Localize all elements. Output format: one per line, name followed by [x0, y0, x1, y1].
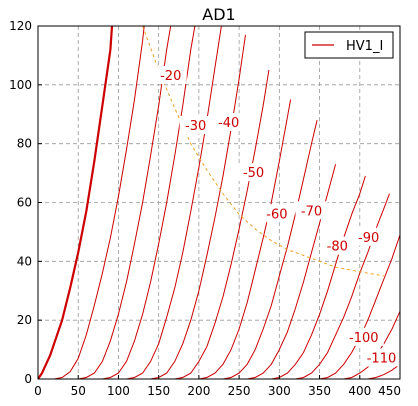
y-tick-label: 60 [17, 196, 32, 210]
curve-label: -90 [352, 227, 385, 246]
curve-label-bg [237, 163, 270, 182]
curve-label-bg [154, 66, 187, 85]
curve-label-text: -80 [327, 240, 348, 255]
curve-0 [38, 26, 114, 379]
curve-label-bg [295, 201, 328, 220]
curve-label-bg [352, 227, 385, 246]
curve-minus-100 [247, 164, 337, 379]
curve-label: -100 [343, 327, 384, 346]
y-tick-label: 0 [24, 372, 32, 386]
curve-minus-40 [102, 26, 196, 379]
curve-minus-30 [78, 26, 172, 379]
curve-label-text: -70 [301, 204, 322, 219]
curve-minus-80 [198, 99, 292, 379]
legend: HV1_I [304, 31, 394, 59]
curve-minus-60 [150, 34, 246, 379]
curve-minus-110 [271, 175, 366, 379]
x-tick-label: 100 [107, 384, 130, 398]
y-tick-label: 20 [17, 313, 32, 327]
chart-title: AD1 [202, 5, 235, 24]
curve-label: -30 [179, 116, 212, 135]
x-tick-label: 400 [348, 384, 371, 398]
x-tick-label: 300 [268, 384, 291, 398]
curves [38, 26, 400, 379]
plot-frame [37, 25, 401, 380]
curve-minus-70 [174, 70, 270, 379]
curve-label-text: -40 [218, 116, 239, 131]
y-tick-label: 100 [9, 78, 32, 92]
y-tick-label: 40 [17, 254, 32, 268]
curve-label-text: -90 [358, 231, 379, 246]
curve-label-bg [212, 113, 245, 132]
curve-label-bg [321, 236, 354, 255]
curve-label-text: -50 [243, 166, 264, 181]
curve-label-bg [361, 348, 402, 367]
y-tick-label: 80 [17, 137, 32, 151]
curve-label-text: -30 [185, 119, 206, 134]
curve-label-text: -20 [160, 69, 181, 84]
curve-label-bg [179, 116, 212, 135]
curve-label-text: -110 [367, 351, 397, 366]
curve-minus-20 [54, 26, 145, 379]
load-line [142, 26, 384, 277]
axis-ticks: 0 50 100 150 200 250 300 350 400 450 0 20 40 60 80 100 1… [9, 19, 401, 398]
x-tick-label: 0 [34, 384, 42, 398]
curve-label: -20 [154, 66, 187, 85]
curve-label: -80 [321, 236, 354, 255]
load-line-layer [142, 26, 384, 277]
curve-label-bg [260, 204, 293, 223]
curve-label: -70 [295, 201, 328, 220]
curve-label: -40 [212, 113, 245, 132]
x-tick-label: 150 [147, 384, 170, 398]
curve-label: -50 [237, 163, 270, 182]
grid [38, 26, 400, 379]
x-tick-label: 350 [308, 384, 331, 398]
curve-label: -110 [361, 348, 402, 367]
x-tick-label: 200 [187, 384, 210, 398]
curve-label-bg [343, 327, 384, 346]
curve-minus-150 [367, 363, 400, 379]
curve-label: -60 [260, 204, 293, 223]
curve-minus-90 [222, 119, 318, 379]
y-tick-label: 120 [9, 19, 32, 33]
x-tick-label: 50 [71, 384, 86, 398]
legend-entry: HV1_I [346, 39, 383, 54]
curve-label-text: -60 [266, 207, 287, 222]
curve-label-text: -100 [349, 331, 379, 346]
x-tick-label: 450 [378, 384, 401, 398]
x-tick-label: 250 [228, 384, 251, 398]
curve-labels: -20 -30 -40 -50 -60 -70 -80 -90 -100 -110 [154, 66, 402, 367]
